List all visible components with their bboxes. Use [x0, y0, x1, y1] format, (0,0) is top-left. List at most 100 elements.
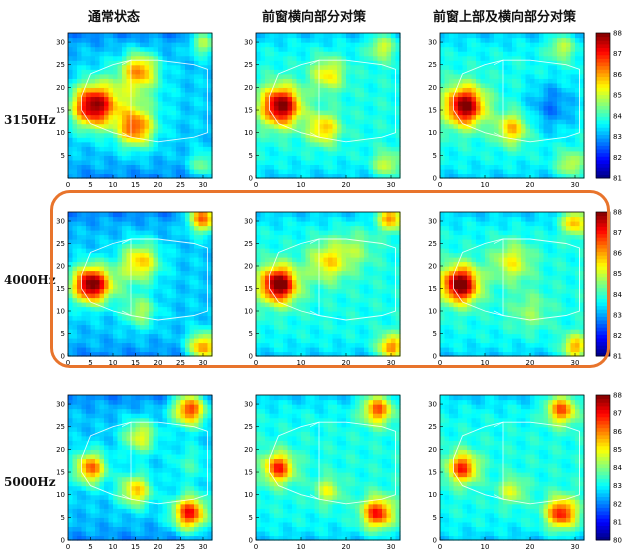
heatmap-cell — [131, 69, 137, 75]
heatmap-cell — [256, 150, 262, 156]
heatmap-cell — [171, 168, 177, 175]
heatmap-cell — [382, 82, 388, 88]
heatmap-cell — [305, 320, 311, 326]
heatmap-cell — [287, 270, 293, 276]
heatmap-cell — [72, 230, 78, 236]
heatmap-cell — [194, 333, 200, 339]
heatmap-cell — [158, 216, 164, 222]
heatmap-cell — [140, 329, 146, 335]
heatmap-cell — [269, 60, 275, 66]
heatmap-cell — [256, 119, 262, 125]
heatmap-cell — [319, 266, 325, 272]
heatmap-cell — [131, 150, 137, 156]
heatmap-cell — [274, 91, 280, 98]
y-tick-label: 15 — [244, 107, 253, 115]
heatmap-cell — [355, 164, 361, 170]
heatmap-cell — [171, 324, 177, 330]
heatmap-cell — [269, 279, 275, 285]
heatmap-cell — [176, 159, 182, 166]
heatmap-cell — [113, 288, 119, 294]
heatmap-cell — [341, 150, 347, 156]
heatmap-cell — [462, 100, 468, 107]
heatmap-cell — [449, 164, 455, 170]
heatmap-cell — [135, 297, 141, 303]
heatmap-cell — [440, 82, 446, 88]
heatmap-cell — [180, 96, 186, 102]
heatmap-cell — [260, 119, 266, 125]
heatmap-cell — [167, 230, 173, 236]
heatmap-cell — [117, 315, 123, 321]
heatmap-cell — [203, 137, 209, 143]
heatmap-cell — [149, 100, 155, 107]
heatmap-cell — [144, 123, 150, 129]
heatmap-cell — [395, 128, 401, 134]
heatmap-cell — [310, 159, 316, 166]
heatmap-cell — [543, 51, 549, 57]
heatmap-cell — [203, 338, 209, 344]
heatmap-cell — [86, 288, 92, 294]
heatmap-cell — [350, 284, 356, 290]
heatmap-cell — [323, 141, 329, 147]
heatmap-cell — [355, 168, 361, 175]
heatmap-cell — [570, 141, 576, 147]
heatmap-cell — [283, 234, 289, 240]
heatmap-cell — [68, 279, 74, 285]
heatmap-cell — [265, 164, 271, 170]
heatmap-cell — [467, 137, 473, 143]
heatmap-cell — [323, 150, 329, 156]
heatmap-cell — [287, 132, 293, 138]
heatmap-cell — [368, 159, 374, 166]
heatmap-cell — [117, 306, 123, 312]
heatmap-cell — [95, 257, 101, 263]
heatmap-cell — [498, 137, 504, 143]
heatmap-cell — [530, 105, 536, 111]
heatmap-cell — [512, 141, 518, 147]
heatmap-cell — [194, 73, 200, 79]
heatmap-cell — [341, 164, 347, 170]
heatmap-cell — [346, 333, 352, 339]
heatmap-cell — [265, 288, 271, 294]
heatmap-cell — [269, 123, 275, 129]
heatmap-cell — [68, 168, 74, 175]
heatmap-cell — [198, 114, 204, 120]
heatmap-cell — [319, 55, 325, 61]
heatmap-cell — [72, 302, 78, 308]
heatmap-cell — [557, 105, 563, 111]
heatmap-cell — [176, 37, 182, 43]
heatmap-cell — [269, 320, 275, 326]
heatmap-cell — [95, 141, 101, 147]
heatmap-cell — [368, 37, 374, 43]
colorbar-segment — [596, 174, 610, 179]
colorbar-tick-label: 88 — [613, 30, 622, 38]
row-label-4000: 4000Hz — [4, 273, 56, 287]
heatmap-cell — [507, 60, 513, 66]
heatmap-cell — [158, 320, 164, 326]
heatmap-cell — [140, 234, 146, 240]
heatmap-cell — [68, 284, 74, 290]
heatmap-cell — [346, 329, 352, 335]
heatmap-cell — [260, 42, 266, 48]
heatmap-cell — [449, 137, 455, 143]
heatmap-cell — [126, 329, 132, 335]
heatmap-cell — [176, 302, 182, 308]
heatmap-cell — [171, 221, 177, 227]
heatmap-cell — [503, 51, 509, 57]
heatmap-cell — [140, 164, 146, 170]
heatmap-cell — [198, 46, 204, 52]
x-tick-label: 15 — [131, 181, 140, 189]
heatmap-cell — [283, 248, 289, 254]
heatmap-cell — [575, 51, 581, 57]
heatmap-cell — [77, 64, 83, 70]
heatmap-cell — [310, 55, 316, 61]
heatmap-cell — [158, 91, 164, 98]
heatmap-cell — [113, 261, 119, 267]
heatmap-cell — [176, 221, 182, 227]
heatmap-cell — [283, 141, 289, 147]
heatmap-cell — [521, 164, 527, 170]
heatmap-cell — [180, 261, 186, 267]
heatmap-cell — [534, 137, 540, 143]
heatmap-cell — [440, 87, 446, 93]
heatmap-cell — [539, 96, 545, 102]
heatmap-cell — [131, 100, 137, 107]
heatmap-cell — [198, 87, 204, 93]
